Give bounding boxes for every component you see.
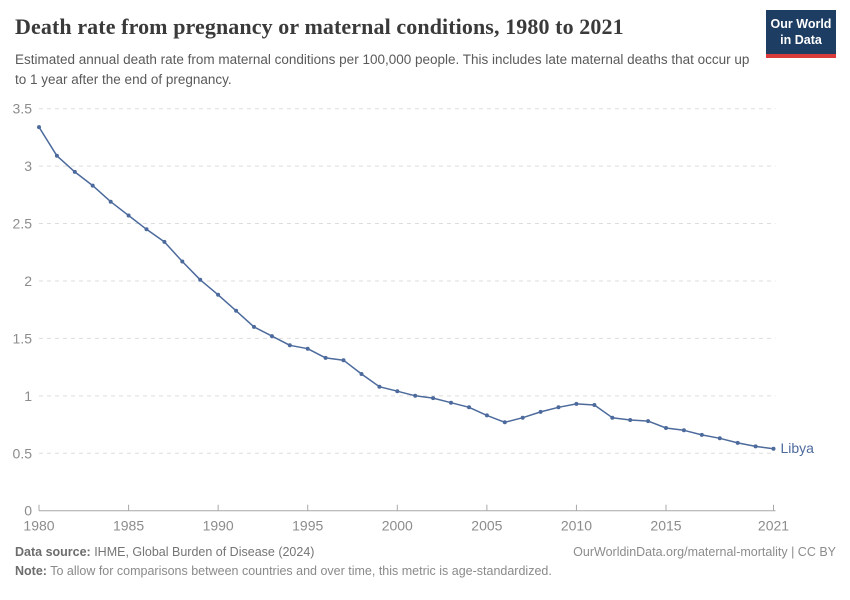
data-point[interactable] [72,169,77,174]
y-tick-label: 2.5 [13,216,33,232]
data-point[interactable] [234,308,239,313]
data-source-value: IHME, Global Burden of Disease (2024) [90,545,315,559]
y-tick-label: 0 [24,503,32,519]
data-point[interactable] [305,346,310,351]
data-point[interactable] [771,446,776,451]
note-text: Note: To allow for comparisons between c… [15,564,836,578]
y-tick-label: 1 [24,388,32,404]
data-point[interactable] [431,396,436,401]
series-line[interactable] [38,126,775,450]
data-point[interactable] [323,355,328,360]
y-tick-label: 1.5 [13,330,33,346]
data-point[interactable] [735,440,740,445]
data-point[interactable] [538,409,543,414]
data-point[interactable] [90,183,95,188]
owid-logo[interactable]: Our World in Data [766,10,836,59]
data-point[interactable] [37,125,41,130]
data-point[interactable] [54,153,59,158]
note-label: Note: [15,564,47,578]
chart-canvas[interactable]: 0 0.5 1 1.5 2 2.5 3 3.5 1980 1985 1990 1995 2000 200… [0,95,850,540]
x-tick-label: 1980 [23,518,54,534]
data-point[interactable] [377,384,382,389]
data-point[interactable] [395,389,400,394]
data-point[interactable] [449,400,453,405]
x-tick-label: 2005 [471,518,502,534]
data-point[interactable] [359,372,364,376]
chart-footer: Data source: IHME, Global Burden of Dise… [15,545,836,578]
data-point[interactable] [574,401,579,406]
x-tick-label: 2015 [650,518,681,534]
data-point[interactable] [413,393,418,398]
data-point[interactable] [216,292,221,297]
data-point[interactable] [610,415,615,420]
data-point[interactable] [628,418,633,422]
x-tick-label: 1985 [113,518,144,534]
data-source-label: Data source: [15,545,91,559]
y-tick-label: 2 [24,273,32,289]
data-point[interactable] [467,405,471,410]
data-point[interactable] [252,324,256,329]
data-point[interactable] [162,239,167,244]
data-point[interactable] [108,199,113,204]
data-point[interactable] [699,432,704,437]
y-tick-label: 3 [24,158,32,174]
data-point[interactable] [753,444,758,449]
x-axis: 1980 1985 1990 1995 2000 2005 2010 2015 2021 [23,504,789,534]
data-point[interactable] [341,358,346,363]
entity-label[interactable]: Libya [781,440,815,456]
x-tick-label: 2000 [382,518,413,534]
owid-logo-line1: Our World [770,17,832,31]
data-point[interactable] [681,428,686,433]
y-axis-labels: 0 0.5 1 1.5 2 2.5 3 3.5 [13,101,33,519]
y-tick-label: 0.5 [13,445,33,461]
data-point[interactable] [592,403,597,407]
chart-subtitle: Estimated annual death rate from materna… [15,52,750,87]
owid-logo-line2: in Data [780,32,822,47]
note-value: To allow for comparisons between countri… [46,564,552,578]
x-tick-label: 1995 [292,518,323,534]
credit-link[interactable]: OurWorldinData.org/maternal-mortality | … [573,545,836,559]
data-point[interactable] [287,343,292,348]
x-tick-label: 2021 [758,518,789,534]
data-point[interactable] [556,405,561,410]
data-point[interactable] [198,277,203,282]
data-point[interactable] [664,426,668,430]
data-point[interactable] [520,415,525,420]
data-point[interactable] [717,436,722,441]
page-title: Death rate from pregnancy or maternal co… [15,14,624,39]
y-tick-label: 3.5 [13,101,33,117]
data-point[interactable] [646,419,651,424]
data-source-text: Data source: IHME, Global Burden of Dise… [15,545,314,559]
data-point[interactable] [484,413,489,418]
data-point[interactable] [502,420,507,425]
x-tick-label: 1990 [203,518,234,534]
data-point[interactable] [180,259,185,264]
data-point[interactable] [126,213,131,218]
line-series[interactable]: Libya [37,125,814,456]
x-tick-label: 2010 [561,518,592,534]
gridlines [39,108,776,454]
data-point[interactable] [269,334,274,339]
data-point[interactable] [144,227,149,232]
